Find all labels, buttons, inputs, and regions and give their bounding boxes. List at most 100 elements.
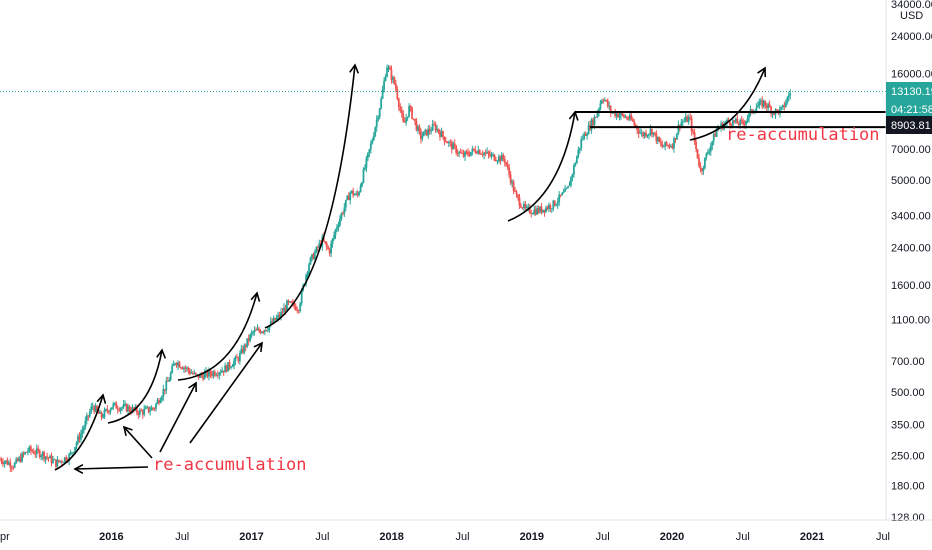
candle-body	[131, 407, 134, 413]
candle-body	[603, 100, 606, 101]
candle-body	[112, 403, 115, 408]
candle-body	[450, 142, 453, 150]
accumulation-curve	[177, 292, 258, 381]
candle-body	[383, 80, 385, 90]
price-tick-label: 1600.00	[891, 280, 931, 292]
candle-body	[185, 367, 188, 369]
price-tick-label: 1100.00	[891, 314, 930, 326]
candle-body	[390, 69, 393, 80]
accumulation-curve-arrowhead	[96, 393, 107, 404]
candle-body	[402, 113, 405, 122]
candle-body	[637, 130, 640, 134]
candle-body	[621, 112, 624, 115]
candle-body	[558, 194, 561, 202]
candle-body	[605, 100, 608, 101]
candle-body	[127, 406, 129, 412]
candle-body	[552, 200, 555, 209]
candle-body	[699, 165, 702, 169]
candle-body	[731, 120, 734, 126]
candle-body	[394, 83, 397, 90]
candle-body	[743, 123, 746, 125]
candle-body	[628, 114, 631, 120]
candle-body	[119, 408, 122, 411]
candle-body	[547, 205, 550, 210]
candle-body	[399, 106, 402, 111]
candle-body	[4, 460, 7, 462]
time-axis[interactable]: pr 2016 Jul 2017 Jul 2018 Jul 2019 Jul 2020 Jul 202…	[0, 519, 932, 543]
candle-body	[191, 373, 194, 374]
candle-body	[6, 460, 9, 465]
candle-body	[59, 460, 62, 462]
candle-body	[162, 389, 165, 397]
accumulation-curve-arrowhead	[757, 66, 767, 78]
price-tick-label: 128.00	[891, 512, 925, 524]
candle-body	[69, 452, 72, 455]
candle-body	[480, 154, 483, 155]
candle-body	[406, 116, 409, 119]
annotation-pointer-arrowhead	[253, 341, 263, 353]
candle-body	[419, 130, 422, 139]
candle-body	[543, 209, 546, 213]
candle-body	[767, 104, 770, 109]
candle-body	[283, 307, 285, 313]
candle-body	[467, 151, 469, 155]
candle-body	[492, 154, 494, 156]
price-tick-label: 700.00	[891, 356, 925, 368]
candle-body	[222, 370, 225, 373]
price-tick-label: 16000.00	[891, 68, 932, 80]
candle-body	[412, 118, 415, 120]
candle-body	[10, 467, 13, 469]
candle-body	[193, 372, 196, 374]
candle-body	[578, 147, 581, 150]
price-tick-label: 350.00	[891, 420, 925, 432]
candle-body	[53, 459, 56, 461]
time-tick-label: Jul	[736, 531, 750, 543]
candle-body	[459, 151, 462, 153]
candle-body	[269, 321, 272, 326]
candle-body	[559, 194, 562, 196]
candle-body	[631, 119, 634, 122]
candle-body	[511, 181, 514, 184]
candle-body	[328, 249, 331, 254]
candle-body	[231, 366, 234, 368]
accumulation-curve	[689, 67, 766, 141]
candle-body	[333, 235, 335, 239]
candle-body	[166, 380, 169, 382]
accumulation-curve-arrowhead	[349, 63, 360, 74]
candle-body	[736, 118, 739, 124]
annotation-pointer-arrow	[123, 426, 153, 459]
candle-body	[518, 197, 521, 206]
candle-body	[706, 152, 709, 154]
candle-body	[762, 100, 765, 107]
candle-body	[584, 133, 587, 136]
price-tick-label: 2400.00	[891, 243, 931, 255]
candle-body	[35, 448, 38, 454]
candle-body	[599, 103, 602, 109]
candle-body	[314, 252, 316, 260]
candle-body	[137, 412, 140, 415]
candle-body	[444, 141, 447, 143]
re-accumulation-label-left: re-accumulation	[153, 455, 307, 475]
candle-body	[434, 124, 437, 131]
price-tick-label: 7000.00	[891, 144, 931, 156]
candle-body	[456, 153, 459, 154]
candle-body	[316, 247, 319, 248]
candle-body	[312, 254, 315, 260]
candle-body	[246, 338, 249, 347]
candle-body	[287, 300, 290, 302]
candle-body	[417, 126, 419, 131]
candle-body	[188, 370, 191, 374]
candle-body	[352, 190, 355, 196]
candle-body	[577, 149, 580, 157]
candle-body	[168, 379, 171, 382]
candle-body	[765, 105, 768, 109]
price-tick-label: 500.00	[891, 387, 925, 399]
candle-series	[0, 64, 792, 472]
candle-body	[263, 329, 266, 332]
candle-body	[199, 373, 202, 378]
candle-body	[375, 119, 378, 128]
time-tick-label: Jul	[175, 531, 189, 543]
candle-body	[651, 129, 653, 135]
candle-body	[542, 209, 544, 213]
